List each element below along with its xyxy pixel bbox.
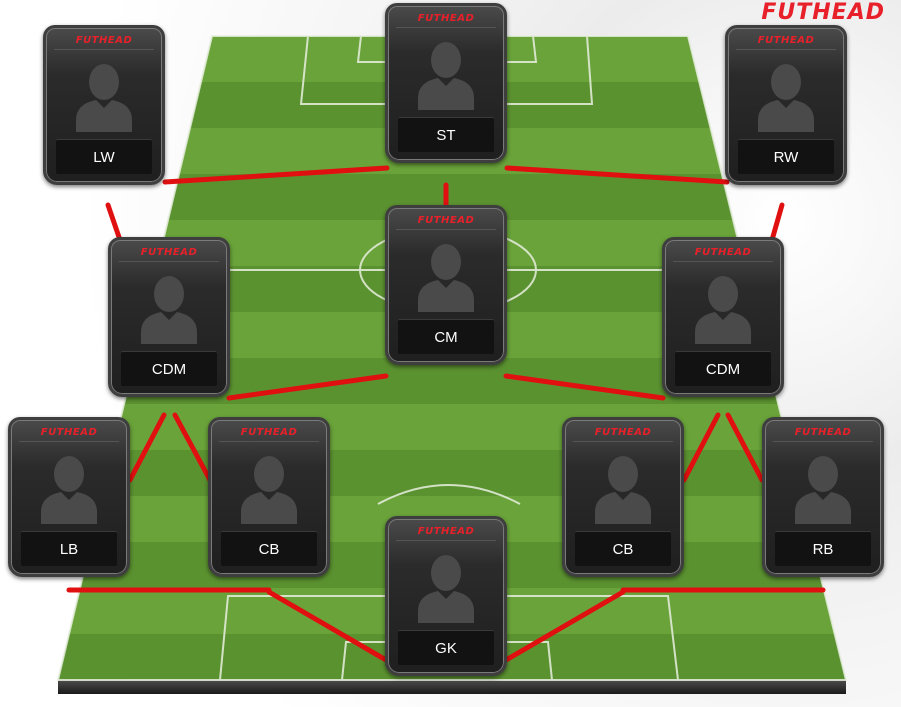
player-card-rb[interactable]: FUTHEAD RB	[762, 417, 884, 577]
card-position-label: CB	[575, 531, 671, 566]
card-divider	[773, 441, 873, 442]
player-silhouette-icon	[227, 450, 311, 524]
card-divider	[219, 441, 319, 442]
player-card-rw[interactable]: FUTHEAD RW	[725, 25, 847, 185]
chemistry-links	[66, 165, 826, 663]
player-card-cb1[interactable]: FUTHEAD CB	[208, 417, 330, 577]
card-divider	[54, 49, 154, 50]
card-divider	[119, 261, 219, 262]
card-position-label: CB	[221, 531, 317, 566]
card-position-label: CDM	[675, 351, 771, 386]
player-card-st[interactable]: FUTHEAD ST	[385, 3, 507, 163]
card-brand-logo: FUTHEAD	[75, 35, 133, 46]
card-position-label: CM	[398, 319, 494, 354]
player-card-cb2[interactable]: FUTHEAD CB	[562, 417, 684, 577]
player-silhouette-icon	[27, 450, 111, 524]
pitch-edge	[58, 680, 846, 694]
player-card-lw[interactable]: FUTHEAD LW	[43, 25, 165, 185]
card-brand-logo: FUTHEAD	[417, 13, 475, 24]
player-silhouette-icon	[62, 58, 146, 132]
pitch-stripe	[58, 450, 846, 496]
player-silhouette-icon	[404, 549, 488, 623]
link-cm-cdm2	[503, 373, 666, 401]
player-silhouette-icon	[744, 58, 828, 132]
card-position-label: CDM	[121, 351, 217, 386]
card-position-label: RB	[775, 531, 871, 566]
card-position-label: RW	[738, 139, 834, 174]
card-position-label: LB	[21, 531, 117, 566]
player-silhouette-icon	[781, 450, 865, 524]
link-cdm1-cb1	[172, 412, 213, 483]
link-rw-cdm2	[769, 202, 785, 243]
card-brand-logo: FUTHEAD	[757, 35, 815, 46]
card-divider	[736, 49, 836, 50]
player-silhouette-icon	[404, 238, 488, 312]
link-cdm1-cm	[226, 373, 389, 401]
player-silhouette-icon	[581, 450, 665, 524]
card-brand-logo: FUTHEAD	[794, 427, 852, 438]
card-position-label: GK	[398, 630, 494, 665]
card-brand-logo: FUTHEAD	[594, 427, 652, 438]
link-st-rw	[504, 165, 730, 185]
link-cb1-gk	[266, 589, 389, 663]
player-silhouette-icon	[127, 270, 211, 344]
player-card-cdm1[interactable]: FUTHEAD CDM	[108, 237, 230, 397]
link-lw-cdm1	[105, 202, 123, 243]
card-position-label: LW	[56, 139, 152, 174]
card-divider	[396, 229, 496, 230]
link-cdm2-rb	[725, 412, 765, 483]
card-divider	[573, 441, 673, 442]
card-divider	[19, 441, 119, 442]
link-lw-st	[162, 165, 390, 185]
player-card-cdm2[interactable]: FUTHEAD CDM	[662, 237, 784, 397]
card-position-label: ST	[398, 117, 494, 152]
player-card-gk[interactable]: FUTHEAD GK	[385, 516, 507, 676]
card-divider	[673, 261, 773, 262]
card-brand-logo: FUTHEAD	[140, 247, 198, 258]
player-card-cm[interactable]: FUTHEAD CM	[385, 205, 507, 365]
card-brand-logo: FUTHEAD	[417, 215, 475, 226]
card-brand-logo: FUTHEAD	[40, 427, 98, 438]
link-cdm2-cb2	[681, 412, 721, 483]
player-card-lb[interactable]: FUTHEAD LB	[8, 417, 130, 577]
player-silhouette-icon	[681, 270, 765, 344]
card-divider	[396, 540, 496, 541]
link-gk-cb2	[503, 589, 626, 663]
card-brand-logo: FUTHEAD	[417, 526, 475, 537]
card-brand-logo: FUTHEAD	[694, 247, 752, 258]
player-silhouette-icon	[404, 36, 488, 110]
futhead-logo: FUTHEAD	[761, 0, 885, 25]
card-brand-logo: FUTHEAD	[240, 427, 298, 438]
link-cdm1-lb	[127, 412, 167, 483]
card-divider	[396, 27, 496, 28]
